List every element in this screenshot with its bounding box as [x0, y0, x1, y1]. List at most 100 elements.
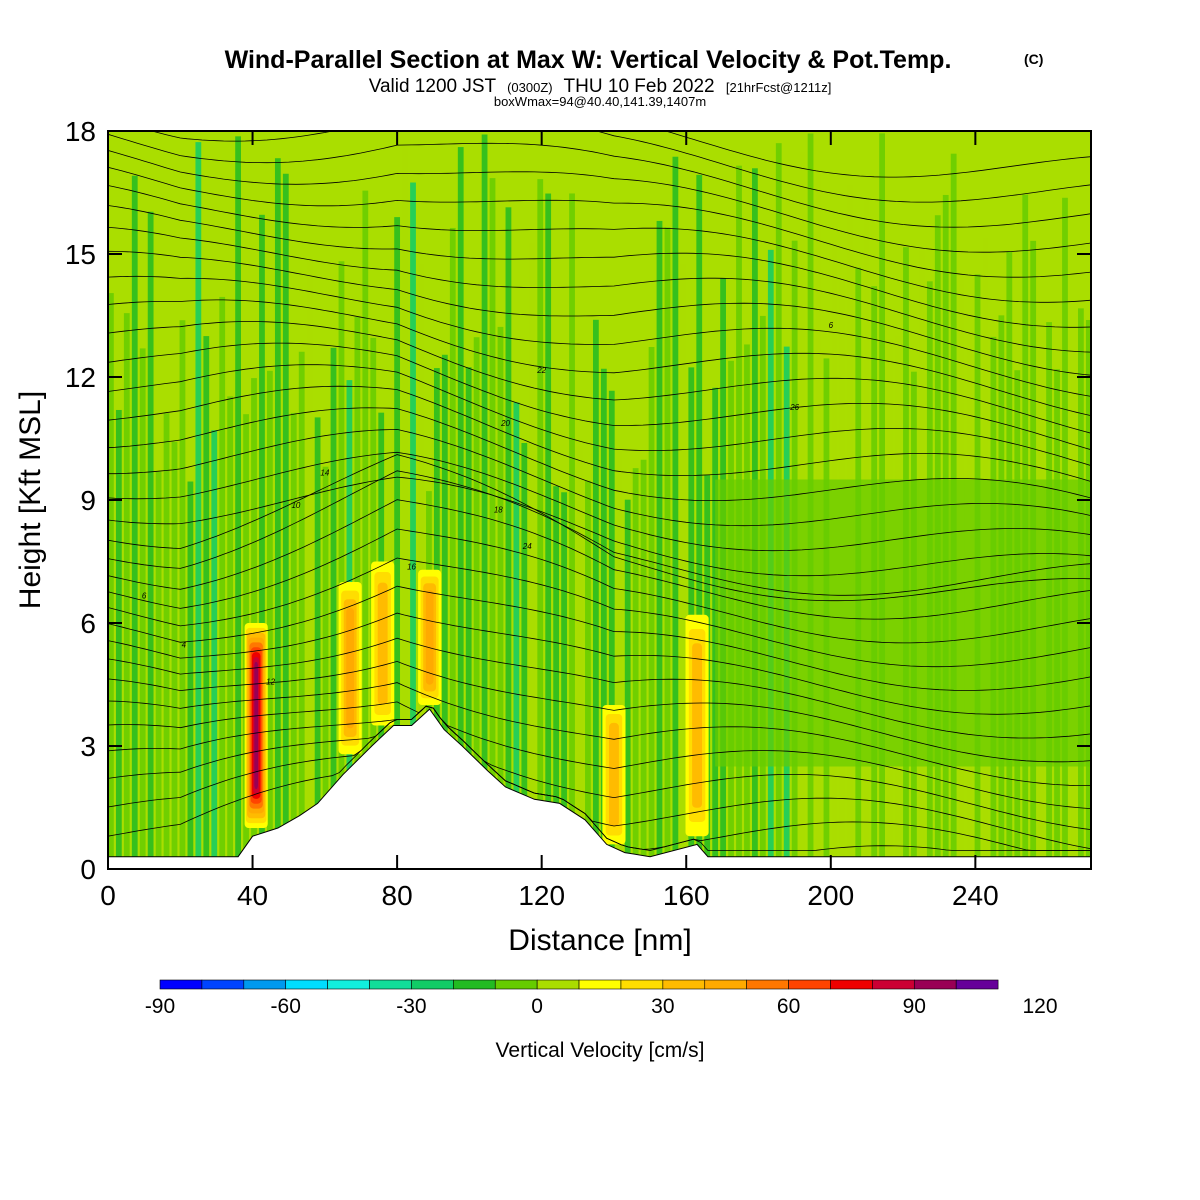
colorbar-segment: [536, 979, 580, 990]
updraft-core: [425, 589, 434, 685]
contour-labels: 6 4 12 10 14 16 18 20 22 24 26 6: [142, 321, 834, 687]
colorbar: [159, 979, 999, 990]
velocity-stripe: [155, 471, 162, 869]
colorbar-segment: [704, 979, 747, 990]
theta-contour: [108, 150, 1091, 253]
velocity-stripe: [187, 481, 194, 869]
theta-contour: [108, 705, 1091, 851]
theta-contour: [108, 364, 1091, 466]
velocity-stripe: [211, 430, 218, 869]
y-tick-label: 12: [65, 362, 96, 393]
velocity-stripe: [195, 142, 202, 869]
velocity-stripe: [481, 134, 488, 869]
colorbar-segment: [369, 979, 412, 990]
theta-contour: [108, 342, 1091, 451]
velocity-stripe: [497, 326, 504, 869]
x-tick-label: 80: [382, 880, 413, 911]
theta-contour: [108, 133, 1091, 228]
velocity-stripe: [608, 390, 615, 869]
updraft-core: [608, 722, 619, 827]
chart-subtitle-2: boxWmax=94@40.40,141.39,1407m: [494, 94, 706, 109]
theta-contour: [108, 701, 1091, 809]
y-axis-label: Height [Kft MSL]: [14, 391, 47, 609]
colorbar-segment: [243, 979, 287, 990]
plot-area: 6 4 12 10 14 16 18 20 22 24 26 6: [108, 131, 1091, 869]
velocity-stripe: [418, 263, 424, 869]
x-tick-label: 240: [952, 880, 999, 911]
velocity-stripe: [362, 190, 369, 869]
velocity-stripe: [259, 214, 265, 869]
y-tick-label: 18: [65, 116, 96, 147]
theta-contour: [108, 705, 1091, 830]
velocity-stripe: [640, 459, 647, 869]
velocity-stripe: [290, 412, 297, 869]
colorbar-ticks: -90 -60 -30 0 30 60 90 120: [145, 995, 1058, 1018]
velocity-region: [715, 479, 1091, 767]
subtitle-date: THU 10 Feb 2022: [564, 76, 715, 97]
terrain: [108, 708, 1091, 869]
colorbar-segment: [411, 979, 454, 990]
colorbar-segment: [830, 979, 873, 990]
velocity-stripe: [410, 182, 416, 869]
colorbar-tick-label: -30: [396, 995, 426, 1018]
velocity-stripe: [394, 217, 401, 869]
colorbar-tick-label: 60: [777, 995, 800, 1018]
colorbar-tick-label: 120: [1022, 995, 1057, 1018]
theta-contour: [108, 185, 1091, 303]
velocity-stripe: [696, 174, 703, 869]
velocity-stripe: [115, 409, 122, 869]
contour-label: 26: [789, 403, 799, 412]
x-tick-label: 0: [100, 880, 116, 911]
theta-contour: [108, 557, 1091, 668]
chart-subtitle: Valid 1200 JST (0300Z) THU 10 Feb 2022 […: [369, 76, 832, 97]
subtitle-valid: Valid 1200 JST: [369, 76, 497, 97]
colorbar-segment: [327, 979, 370, 990]
velocity-stripe: [108, 293, 114, 869]
copyright-mark: (C): [1024, 51, 1043, 67]
velocity-stripe: [139, 348, 146, 869]
velocity-stripe: [561, 492, 567, 869]
contour-label: 12: [266, 678, 275, 687]
contour-label: 24: [522, 542, 532, 551]
velocity-stripe: [203, 336, 210, 869]
colorbar-segment: [662, 979, 706, 990]
colorbar-tick-label: 90: [903, 995, 926, 1018]
velocity-stripe: [592, 319, 599, 869]
velocity-stripe: [569, 193, 575, 869]
velocity-stripe: [489, 178, 496, 869]
velocity-stripe: [219, 296, 226, 869]
velocity-stripe: [577, 446, 583, 869]
theta-contour: [108, 321, 1091, 434]
velocity-stripe: [529, 242, 536, 869]
theta-contour: [108, 705, 1091, 850]
x-tick-label: 120: [518, 880, 565, 911]
colorbar-segment: [285, 979, 328, 990]
velocity-stripe: [274, 158, 281, 869]
colorbar-segment: [872, 979, 915, 990]
contour-label: 10: [291, 501, 300, 510]
velocity-stripe: [457, 147, 464, 869]
contour-label: 6: [829, 321, 834, 330]
velocity-stripe: [545, 193, 552, 869]
theta-contour: [108, 612, 1091, 715]
colorbar-label: Vertical Velocity [cm/s]: [496, 1039, 705, 1062]
velocity-stripe: [521, 443, 528, 869]
updraft-cores: [244, 561, 709, 845]
theta-contour: [108, 637, 1091, 739]
colorbar-segment: [788, 979, 831, 990]
velocity-stripe: [314, 417, 321, 869]
velocity-stripe: [227, 396, 234, 869]
y-tick-label: 3: [80, 731, 96, 762]
subtitle-utc: (0300Z): [507, 80, 553, 95]
x-axis: 0 40 80 120 160 200 240: [100, 131, 999, 911]
theta-contour: [108, 476, 1091, 577]
colorbar-segment: [453, 979, 496, 990]
velocity-stripe: [282, 173, 289, 869]
colorbar-tick-label: -90: [145, 995, 175, 1018]
colorbar-segment: [578, 979, 622, 990]
velocity-stripe: [680, 264, 687, 869]
theta-contour: [664, 131, 1091, 178]
velocity-stripe: [298, 351, 305, 869]
colorbar-segment: [620, 979, 664, 990]
